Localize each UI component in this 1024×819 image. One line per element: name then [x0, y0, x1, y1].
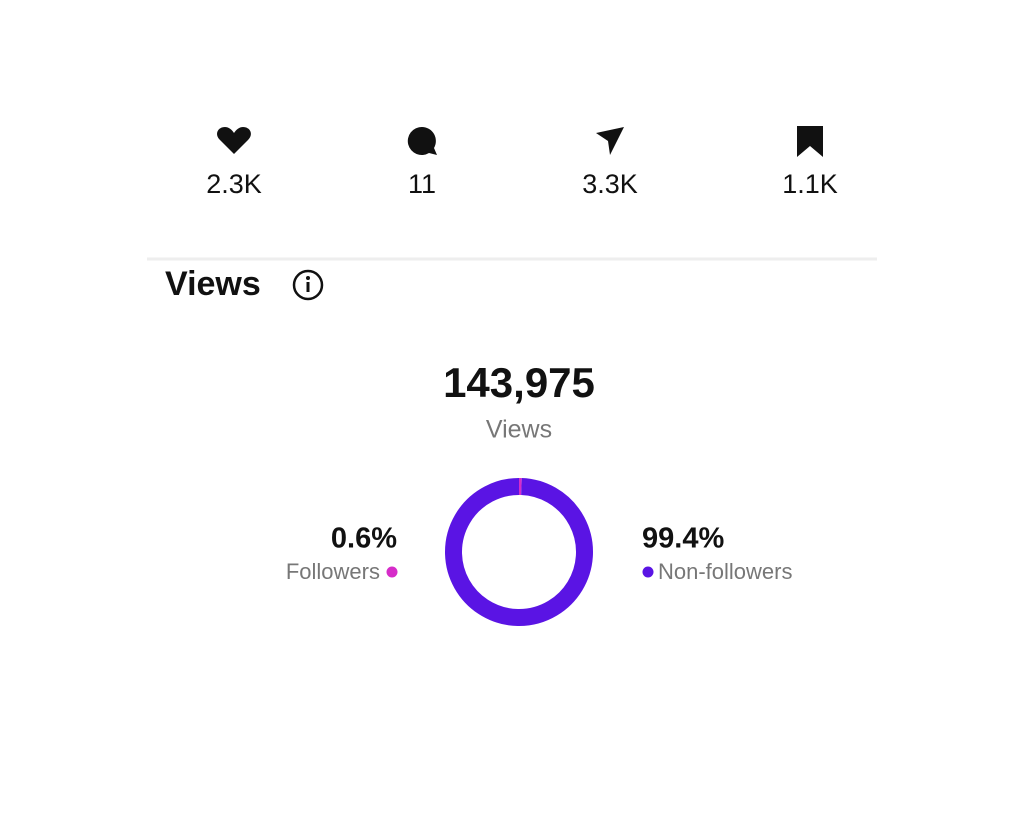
comments-count: 11: [408, 169, 436, 199]
likes-count: 2.3K: [206, 169, 262, 199]
shares-count: 3.3K: [582, 169, 638, 199]
like-icon[interactable]: [217, 127, 251, 154]
views-total-label: Views: [486, 416, 552, 444]
followers-dot: [386, 566, 398, 578]
views-total: 143,975: [443, 359, 595, 406]
donut-chart: [445, 478, 593, 626]
followers-percent: 0.6%: [331, 523, 397, 555]
non-followers-dot: [642, 566, 654, 578]
saves-count: 1.1K: [782, 169, 838, 199]
comment-icon[interactable]: [407, 126, 437, 155]
section-title: Views: [165, 265, 261, 303]
save-icon[interactable]: [797, 126, 823, 157]
non-followers-percent: 99.4%: [642, 523, 724, 555]
share-icon[interactable]: [596, 127, 624, 155]
followers-label: Followers: [286, 559, 380, 584]
donut-segment: [445, 478, 593, 626]
non-followers-label: Non-followers: [658, 559, 793, 584]
info-icon[interactable]: [292, 269, 324, 301]
